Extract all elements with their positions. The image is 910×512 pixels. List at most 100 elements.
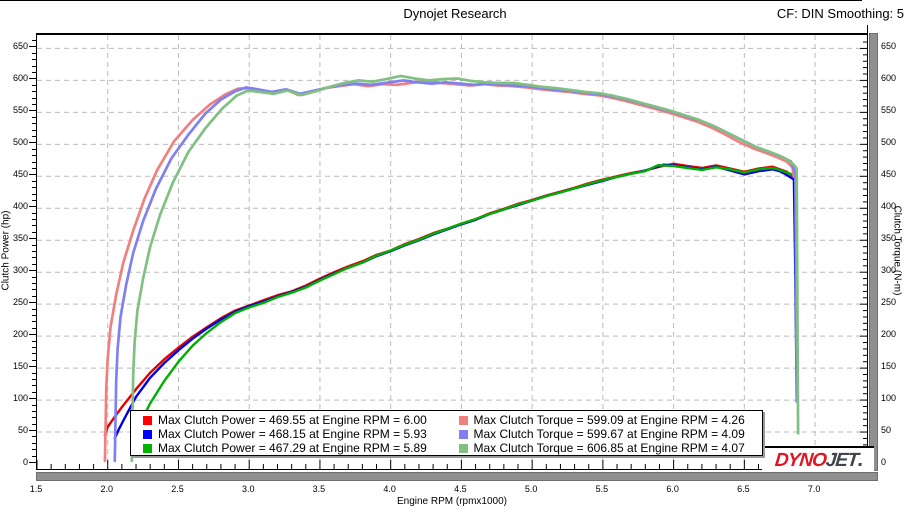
left-axis-tick [32,436,36,438]
window-top-rule [0,0,862,1]
y-tick-label-left: 400 [12,201,28,212]
legend-swatch-icon [458,429,468,439]
left-axis-tick [29,334,36,336]
left-axis-tick [32,410,36,412]
left-axis-tick [29,430,36,431]
legend-box: Max Clutch Power = 469.55 at Engine RPM … [130,410,763,456]
left-axis-tick [32,321,36,323]
vertical-scrollbar[interactable] [869,33,878,471]
y-tick-label-left: 200 [12,329,28,340]
x-tick-label: 4.5 [454,484,467,494]
left-axis-tick [32,353,36,355]
legend-column-torque: Max Clutch Torque = 599.09 at Engine RPM… [447,411,763,455]
left-axis-tick [29,270,36,272]
left-axis-tick [32,116,36,118]
left-axis-tick [32,244,36,246]
left-axis-tick [32,295,36,297]
left-axis-tick [29,78,36,80]
dynojet-logo-jet: JET [824,449,859,471]
horizontal-scrollbar[interactable] [36,472,878,481]
legend-item: Max Clutch Torque = 599.67 at Engine RPM… [458,427,763,441]
left-axis-tick [32,199,36,201]
y-tick-label-right: 50 [881,425,892,436]
legend-item: Max Clutch Power = 469.55 at Engine RPM … [143,413,447,427]
left-axis-tick [32,359,36,361]
left-axis-tick [32,346,36,348]
left-axis-tick [32,193,36,195]
left-axis-tick [32,161,36,163]
left-axis-tick [32,212,36,214]
left-axis-tick [32,257,36,259]
y-tick-label-left: 50 [17,425,28,436]
left-axis-tick [32,65,36,67]
y-tick-label-left: 100 [12,393,28,404]
dynojet-logo-dot [857,462,862,466]
x-tick-label: 3.0 [241,484,255,494]
y-tick-label-right: 450 [881,169,897,180]
left-axis-tick [29,110,36,112]
y-tick-label-left: 500 [12,137,28,148]
y-tick-label-right: 200 [881,329,897,340]
y-tick-label-right: 600 [881,73,897,84]
y-tick-label-left: 150 [12,361,28,372]
y-tick-label-right: 400 [881,201,897,212]
left-axis-tick [32,180,36,182]
left-axis-tick [32,315,36,316]
y-tick-label-left: 600 [12,73,28,84]
x-tick-label: 4.0 [383,484,396,494]
legend-label: Max Clutch Torque = 599.67 at Engine RPM… [473,427,745,441]
y-tick-label-right: 650 [881,41,897,52]
dynojet-logo: DYNOJET [762,446,874,472]
left-axis-tick [32,423,36,425]
y-tick-label-right: 250 [881,297,897,308]
left-axis-tick [29,302,36,304]
left-axis-tick [32,148,36,150]
y-tick-label-left: 550 [12,105,28,116]
x-tick-label: 7.0 [807,484,821,494]
y-tick-label-right: 100 [881,393,897,404]
legend-swatch-icon [143,443,152,453]
left-axis-tick [32,135,36,137]
left-axis-tick [29,46,36,48]
left-axis-tick [32,52,36,54]
left-axis-tick [32,372,36,374]
legend-label: Max Clutch Power = 468.15 at Engine RPM … [158,427,427,441]
legend-swatch-icon [143,415,152,425]
left-axis-tick [32,276,36,278]
left-axis-tick [32,449,36,451]
left-axis-tick [32,72,36,73]
left-axis-tick [32,308,36,310]
x-tick-label: 3.5 [312,484,326,494]
x-axis-label: Engine RPM (rpmx1000) [396,496,508,507]
left-axis-tick [32,327,36,329]
left-axis-tick [32,84,36,86]
left-axis-tick [29,142,36,144]
left-axis-tick [32,251,36,252]
left-axis-tick [29,462,36,463]
plot-area [36,33,868,470]
left-axis-tick [29,206,36,208]
x-tick-label: 2.0 [100,484,113,494]
x-tick-label: 6.5 [737,484,750,494]
left-axis-tick [29,398,36,400]
left-axis-tick [32,283,36,284]
left-axis-tick [32,289,36,291]
left-axis-tick [29,174,36,176]
left-axis-tick [32,219,36,221]
correction-factor-label: CF: DIN Smoothing: 5 [776,6,904,21]
legend-label: Max Clutch Torque = 606.85 at Engine RPM… [473,441,745,455]
x-tick-label: 6.0 [666,484,679,494]
left-axis-tick [32,263,36,265]
y-tick-label-right: 0 [881,457,887,467]
legend-swatch-icon [458,415,468,425]
legend-swatch-icon [143,429,152,439]
page-title: Dynojet Research [403,6,507,21]
y-tick-label-left: 250 [12,297,28,308]
x-tick-label: 2.5 [171,484,184,494]
y-tick-label-left: 650 [12,41,28,52]
y-tick-label-right: 150 [881,361,897,372]
legend-label: Max Clutch Power = 467.29 at Engine RPM … [158,441,427,455]
legend-item: Max Clutch Torque = 599.09 at Engine RPM… [458,413,763,427]
chart-canvas [37,35,867,469]
